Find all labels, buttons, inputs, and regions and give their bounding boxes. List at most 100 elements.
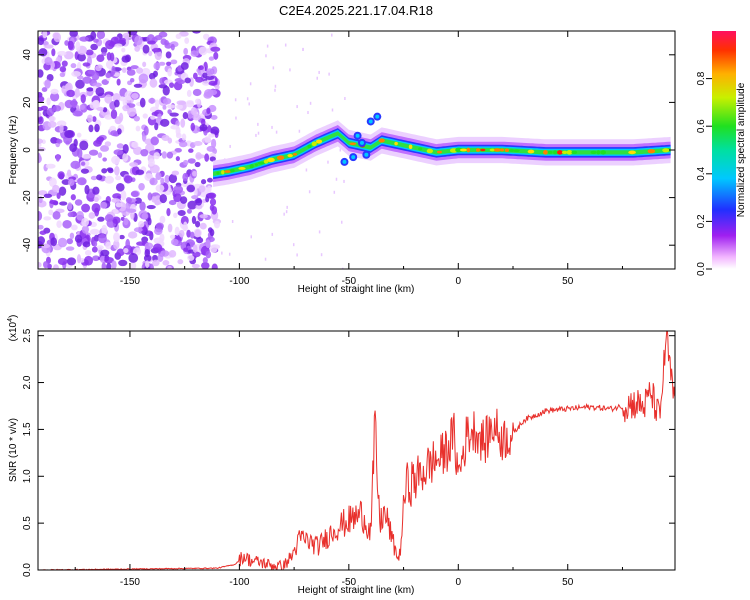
ridge-band-layer-4 — [213, 131, 671, 176]
noise-blob — [128, 253, 139, 263]
noise-blob — [137, 220, 145, 228]
snr-x-tick-label: -100 — [229, 577, 249, 588]
noise-blob — [162, 97, 172, 105]
spectrogram-panel: -150 -100 -50 0 50 -40 -20 0 20 40 Height of str… — [8, 30, 676, 295]
snr-x-axis-label: Height of straight line (km) — [298, 585, 415, 596]
noise-blob — [187, 254, 195, 261]
noise-blob — [155, 99, 160, 109]
noise-blob — [46, 97, 51, 106]
noise-blob — [44, 44, 54, 49]
ridge-core-blob — [557, 150, 563, 155]
noise-blob — [114, 43, 123, 48]
spectrogram-x-tick-label: 50 — [562, 276, 574, 287]
noise-blob — [92, 240, 98, 247]
noise-blob — [183, 247, 189, 252]
noise-blob — [122, 152, 129, 162]
noise-blob — [135, 169, 145, 175]
ridge-core-blob — [561, 150, 568, 155]
noise-blob — [155, 222, 164, 230]
noise-speckle — [341, 267, 344, 269]
noise-blob — [190, 122, 196, 132]
noise-blob — [56, 138, 63, 144]
noise-blob — [59, 66, 67, 73]
noise-blob — [208, 80, 218, 86]
noise-blob — [179, 141, 188, 148]
noise-blob — [139, 97, 146, 108]
noise-blob — [66, 238, 74, 245]
noise-blob — [136, 67, 144, 74]
noise-speckle — [235, 116, 237, 120]
noise-blob — [138, 182, 145, 191]
noise-blob — [38, 37, 44, 46]
noise-blob — [198, 65, 204, 71]
noise-blob — [178, 31, 189, 37]
noise-blob — [113, 239, 120, 250]
noise-blob — [95, 86, 105, 97]
noise-blob — [38, 262, 42, 268]
snr-panel: -150 -100 -50 0 50 0.0 0.5 1.0 1.5 2.0 2.5 Height… — [7, 315, 676, 596]
noise-blob — [101, 52, 107, 57]
noise-speckle — [308, 190, 311, 194]
noise-speckle — [266, 44, 269, 48]
noise-speckle — [284, 43, 287, 47]
noise-speckle — [331, 108, 334, 112]
snr-x-axis: -150 -100 -50 0 50 — [74, 331, 623, 588]
noise-blob — [107, 168, 114, 174]
noise-blob — [121, 47, 126, 53]
noise-blob — [159, 215, 166, 224]
ridge-core-blob — [600, 150, 606, 155]
noise-speckle — [249, 82, 252, 86]
noise-blob — [97, 152, 103, 159]
noise-blob — [123, 175, 133, 184]
colorbar-tick-label: 0.6 — [696, 119, 707, 133]
ridge-core-blob — [238, 167, 246, 170]
noise-blob — [129, 77, 135, 83]
noise-blob — [64, 40, 69, 46]
noise-blob — [48, 177, 57, 188]
noise-blob — [184, 77, 191, 84]
noise-blob — [189, 231, 195, 239]
noise-blob — [52, 211, 61, 220]
noise-blob — [190, 106, 198, 116]
noise-blob — [105, 241, 112, 250]
noise-blob — [210, 46, 221, 52]
noise-blob — [67, 212, 74, 218]
ridge-core-blob — [257, 161, 265, 165]
noise-blob — [199, 222, 207, 230]
noise-speckle — [265, 54, 267, 58]
ridge-core-blob — [553, 150, 557, 155]
noise-speckle — [320, 253, 323, 257]
ridge-core-blob — [311, 141, 317, 147]
noise-blob — [185, 101, 195, 108]
noise-speckle — [271, 232, 274, 236]
noise-blob — [148, 263, 154, 269]
noise-blob — [59, 124, 64, 133]
figure-title: C2E4.2025.221.17.04.R18 — [279, 3, 433, 18]
noise-blob — [96, 106, 104, 111]
noise-blob — [48, 115, 56, 122]
noise-blob — [209, 204, 215, 211]
snr-x-tick-label: 50 — [562, 577, 574, 588]
noise-blob — [90, 175, 98, 181]
noise-blob — [141, 212, 148, 220]
noise-blob — [143, 254, 152, 262]
noise-blob — [72, 110, 83, 117]
noise-blob — [194, 161, 201, 168]
noise-blob — [167, 109, 172, 115]
noise-blob — [155, 184, 165, 193]
noise-blob — [191, 195, 199, 200]
ridge-core-blob — [292, 152, 298, 156]
noise-blob — [112, 216, 121, 225]
noise-blob — [133, 115, 140, 122]
noise-speckle — [344, 96, 346, 100]
noise-speckle — [286, 205, 288, 209]
noise-speckle — [231, 219, 234, 223]
noise-blob — [43, 261, 49, 269]
noise-blob — [101, 262, 107, 269]
noise-blob — [131, 141, 139, 149]
noise-blob — [106, 51, 112, 61]
noise-blob — [152, 243, 163, 252]
noise-blob — [53, 32, 62, 43]
noise-blob — [205, 239, 211, 249]
noise-blob — [134, 35, 143, 46]
